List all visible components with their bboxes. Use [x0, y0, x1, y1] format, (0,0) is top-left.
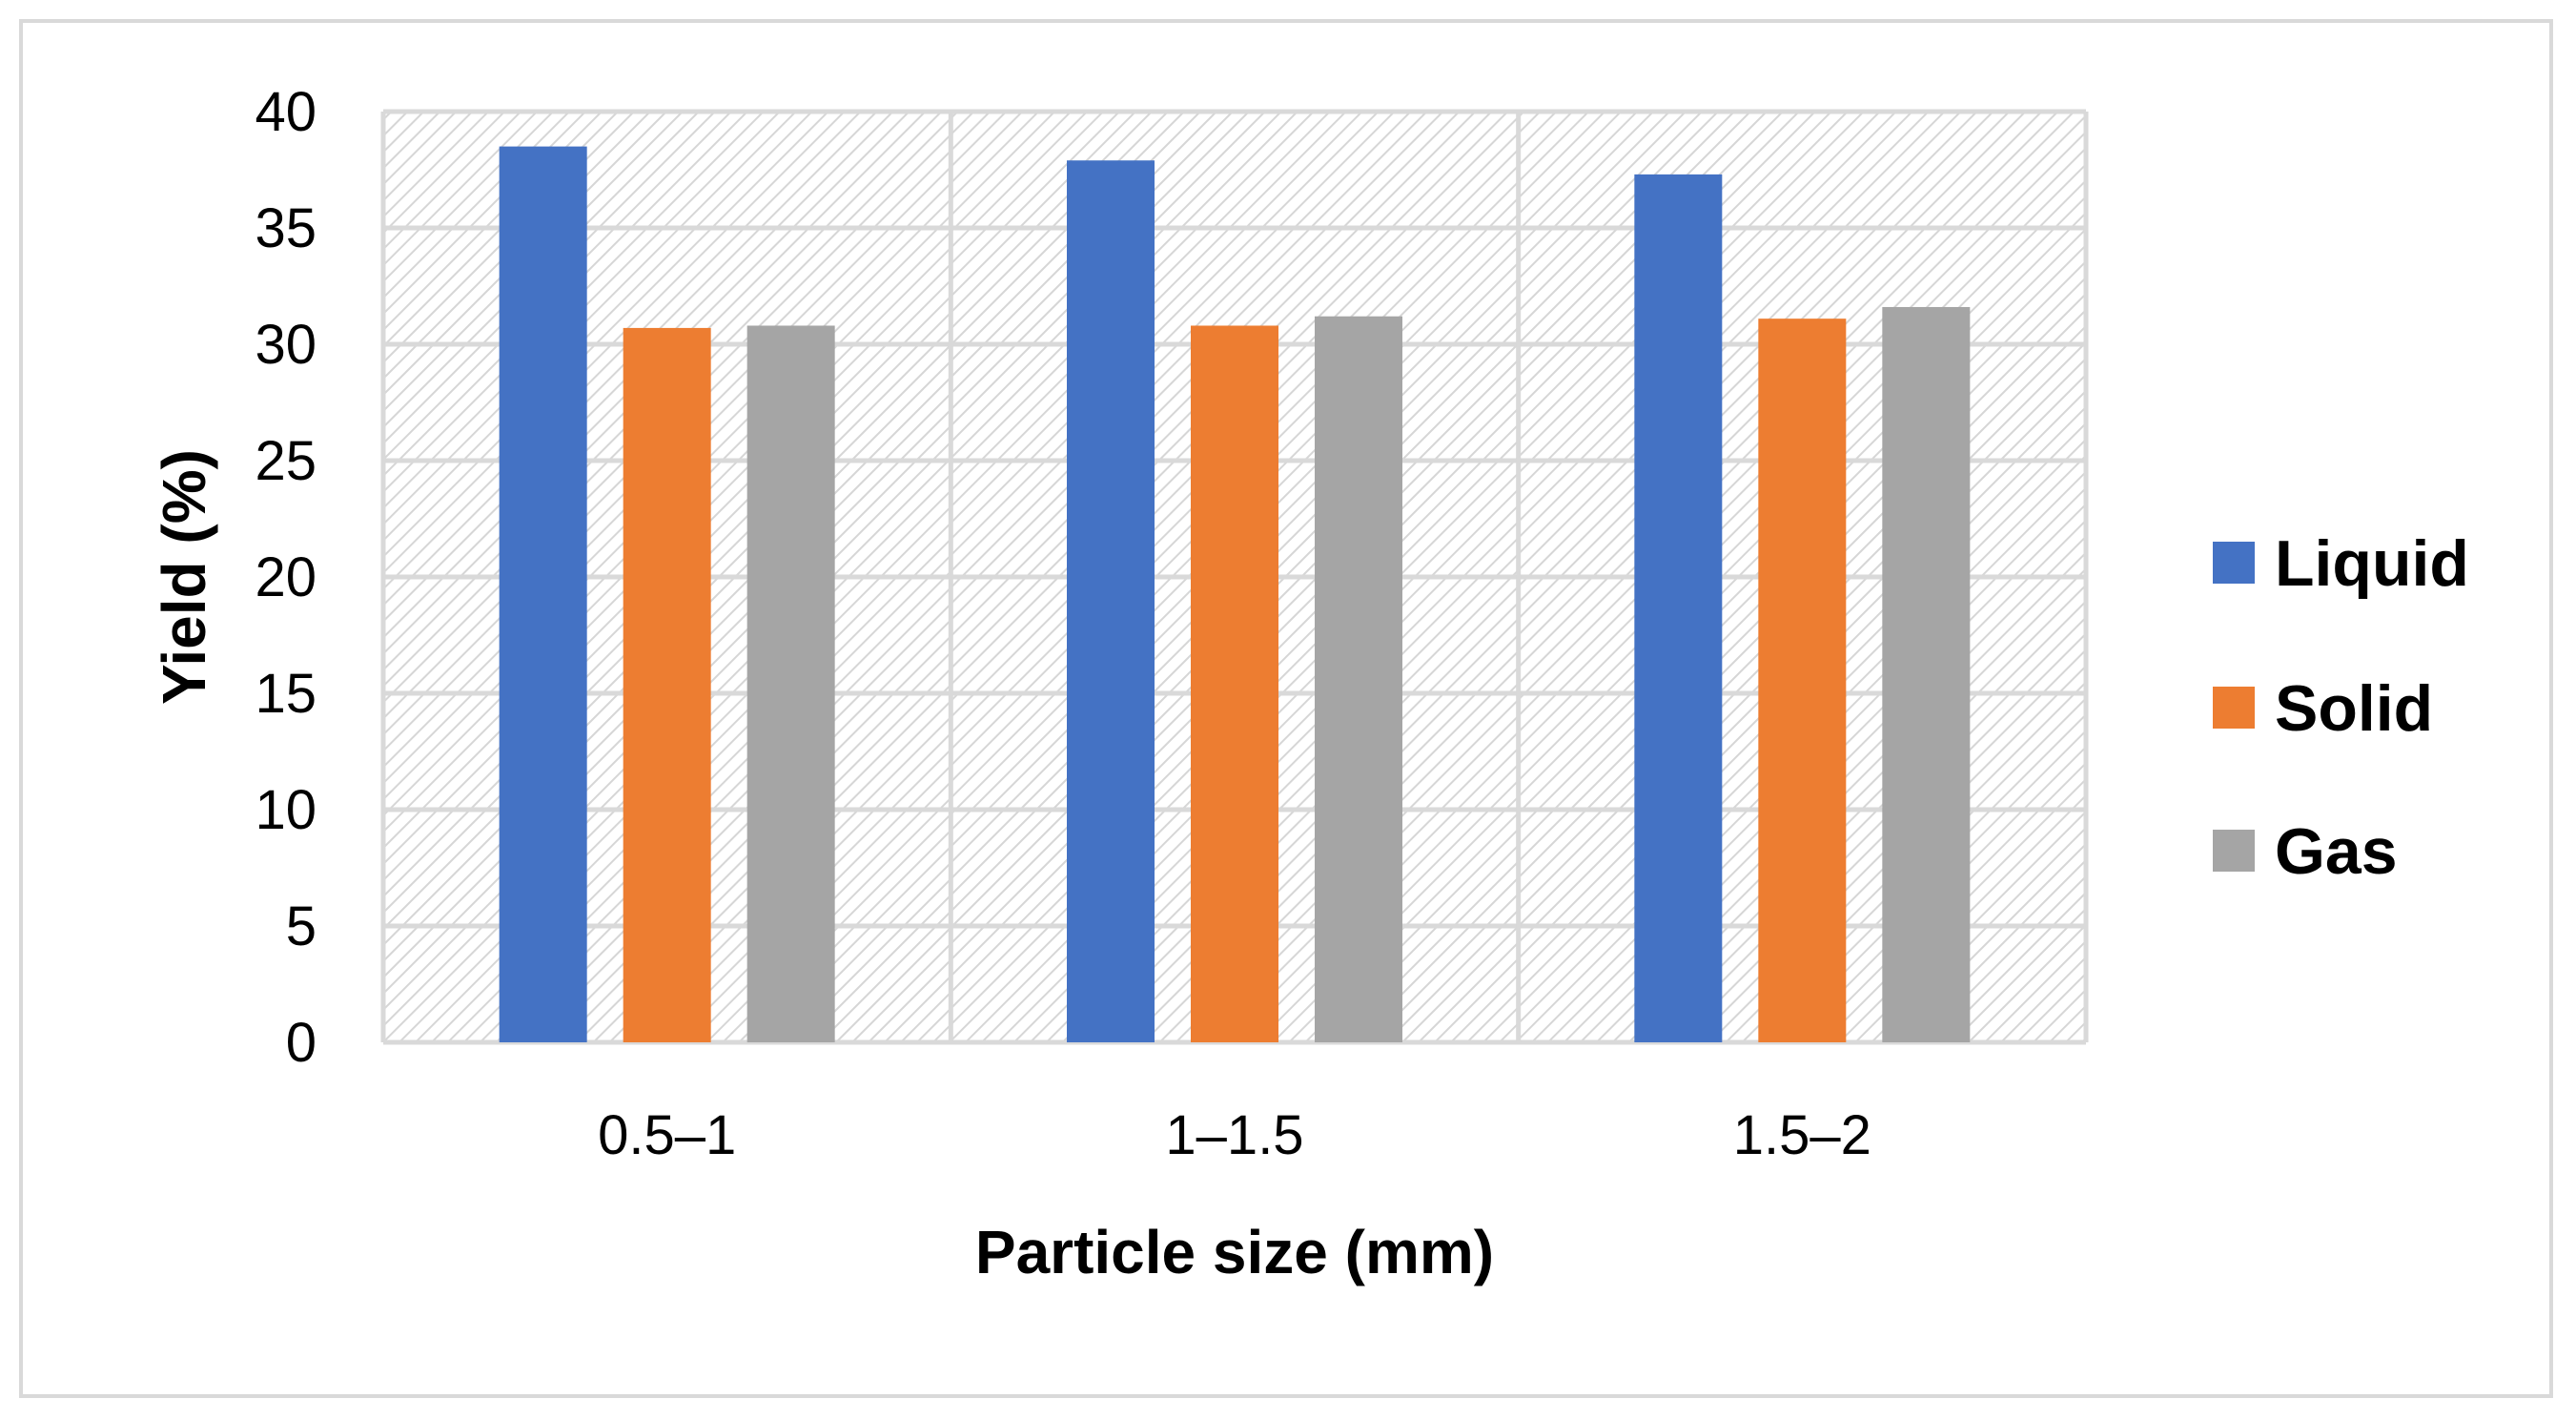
y-tick-label: 5	[286, 895, 317, 957]
legend-swatch-solid	[2213, 687, 2255, 729]
legend-label-liquid: Liquid	[2275, 527, 2469, 600]
bar-gas-2	[1315, 316, 1402, 1043]
y-tick-label: 20	[255, 546, 317, 608]
y-tick-label: 15	[255, 663, 317, 725]
legend-label-gas: Gas	[2275, 815, 2398, 888]
legend: Liquid Solid Gas	[2213, 527, 2469, 888]
x-axis-ticks: 0.5–1 1–1.5 1.5–2	[598, 1104, 1871, 1166]
x-tick-label: 1–1.5	[1165, 1104, 1303, 1166]
bars	[499, 146, 1971, 1043]
bar-solid-3	[1758, 319, 1847, 1042]
y-axis-title: Yield (%)	[150, 449, 218, 705]
y-axis-ticks: 0 5 10 15 20 25 30 35 40	[255, 81, 317, 1074]
bar-gas-3	[1882, 306, 1971, 1043]
x-tick-label: 0.5–1	[598, 1104, 736, 1166]
bar-liquid-2	[1067, 160, 1155, 1043]
y-tick-label: 35	[255, 197, 317, 259]
y-tick-label: 0	[286, 1012, 317, 1074]
y-tick-label: 10	[255, 779, 317, 841]
bar-solid-2	[1191, 325, 1278, 1043]
y-tick-label: 40	[255, 81, 317, 143]
bar-liquid-3	[1634, 174, 1723, 1042]
y-tick-label: 25	[255, 430, 317, 492]
x-tick-label: 1.5–2	[1733, 1104, 1871, 1166]
legend-swatch-liquid	[2213, 542, 2255, 584]
legend-label-solid: Solid	[2275, 672, 2433, 745]
bar-gas-1	[746, 325, 835, 1043]
legend-swatch-gas	[2213, 830, 2255, 872]
bar-liquid-1	[499, 146, 587, 1043]
y-tick-label: 30	[255, 314, 317, 376]
x-axis-title: Particle size (mm)	[975, 1218, 1494, 1286]
bar-solid-1	[623, 327, 711, 1042]
